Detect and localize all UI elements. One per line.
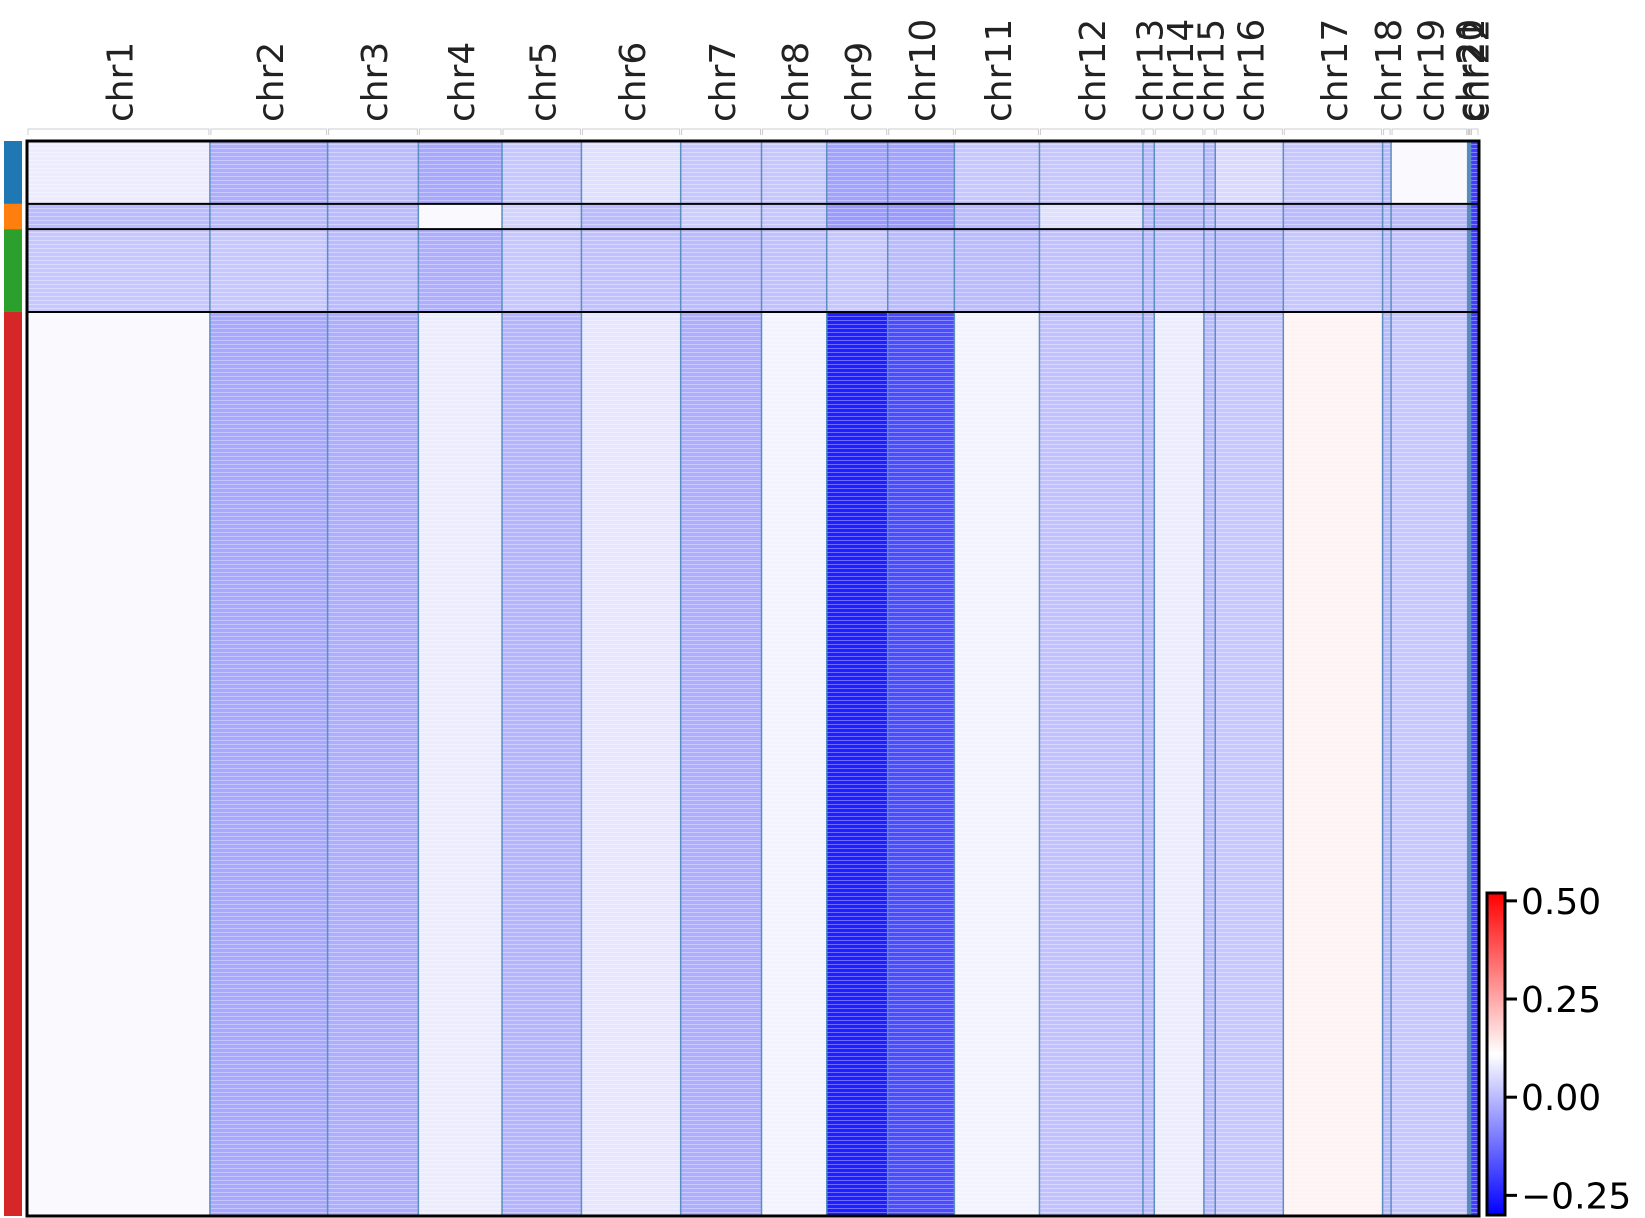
chromosome-label-chr14: chr14 (1161, 19, 1202, 122)
chromosome-label-chr12: chr12 (1073, 19, 1114, 122)
chromosome-bracket (1204, 128, 1215, 135)
chromosome-bracket (954, 128, 1039, 135)
chromosome-bracket (1383, 128, 1391, 135)
heatmap-texture (27, 141, 1479, 1216)
chromosome-label-chr3: chr3 (355, 42, 396, 122)
chromosome-label-chr18: chr18 (1369, 19, 1410, 122)
chromosome-label-chr10: chr10 (903, 19, 944, 122)
chromosome-bracket (1391, 128, 1468, 135)
colorbar-tick-label: 0.25 (1521, 980, 1601, 1021)
colorbar-ticks: 0.50 0.25 0.00 −0.25 (1505, 882, 1631, 1217)
chromosome-bracket (762, 128, 827, 135)
cell-group-color-bar (4, 141, 22, 1216)
chromosome-bracket (502, 128, 581, 135)
colorbar-gradient (1485, 891, 1507, 1217)
chromosome-label-chr16: chr16 (1231, 19, 1272, 122)
chromosome-bracket (827, 128, 888, 135)
chromosome-label-chr2: chr2 (251, 42, 292, 122)
chromosome-bracket (1154, 128, 1204, 135)
chromosome-separators (209, 141, 1472, 1216)
chromosome-label-chr21: chr21 (1452, 19, 1493, 122)
chromosome-bracket (581, 128, 681, 135)
chromosome-bracket (1470, 128, 1479, 135)
cell-group-swatch (4, 311, 22, 1216)
chromosome-bracket (1143, 128, 1154, 135)
chromosome-bracket (210, 128, 328, 135)
chromosome-label-chr11: chr11 (979, 19, 1020, 122)
chromosome-label-chr19: chr19 (1411, 19, 1452, 122)
chromosome-label-chr1: chr1 (100, 42, 141, 122)
heatmap-border (25, 139, 1481, 1218)
chromosome-brackets (27, 128, 1479, 135)
chromosome-label-chr17: chr17 (1315, 19, 1356, 122)
chromosome-label-chr9: chr9 (839, 42, 880, 122)
colorbar-tick-label: −0.25 (1521, 1176, 1631, 1217)
chromosome-bracket (888, 128, 954, 135)
cell-group-swatch (4, 229, 22, 312)
chromosome-label-chr8: chr8 (776, 42, 817, 122)
chromosome-bracket (1467, 128, 1470, 135)
chromosome-bracket (27, 128, 210, 135)
chromosome-bracket (418, 128, 502, 135)
chromosome-label-chr15: chr15 (1192, 19, 1233, 122)
chromosome-label-chr5: chr5 (524, 42, 565, 122)
colorbar: 0.50 0.25 0.00 −0.25 (1485, 882, 1631, 1217)
chromosome-bracket (681, 128, 762, 135)
chromosome-label-chr22: chr22 (1457, 19, 1498, 122)
chromosome-bracket (1283, 128, 1383, 135)
chromosome-label-chr6: chr6 (613, 42, 654, 122)
chromosome-labels: chr1 chr2 chr3 chr4 chr5 chr6 chr7 chr8 chr9 chr1… (100, 19, 1497, 122)
chromosome-label-chr4: chr4 (442, 42, 483, 122)
chromosome-bracket (1215, 128, 1283, 135)
chromosome-label-chr7: chr7 (703, 42, 744, 122)
colorbar-tick-label: 0.50 (1521, 882, 1601, 923)
chromosome-label-chr20: chr20 (1450, 19, 1491, 122)
chromosome-bracket (1039, 128, 1143, 135)
cell-group-swatch (4, 203, 22, 230)
group-separators (27, 202, 1479, 313)
chromosome-bracket (1468, 128, 1471, 135)
chromosome-bracket (328, 128, 418, 135)
chromosome-label-chr13: chr13 (1131, 19, 1172, 122)
colorbar-tick-label: 0.00 (1521, 1078, 1601, 1119)
cell-group-swatch (4, 141, 22, 204)
